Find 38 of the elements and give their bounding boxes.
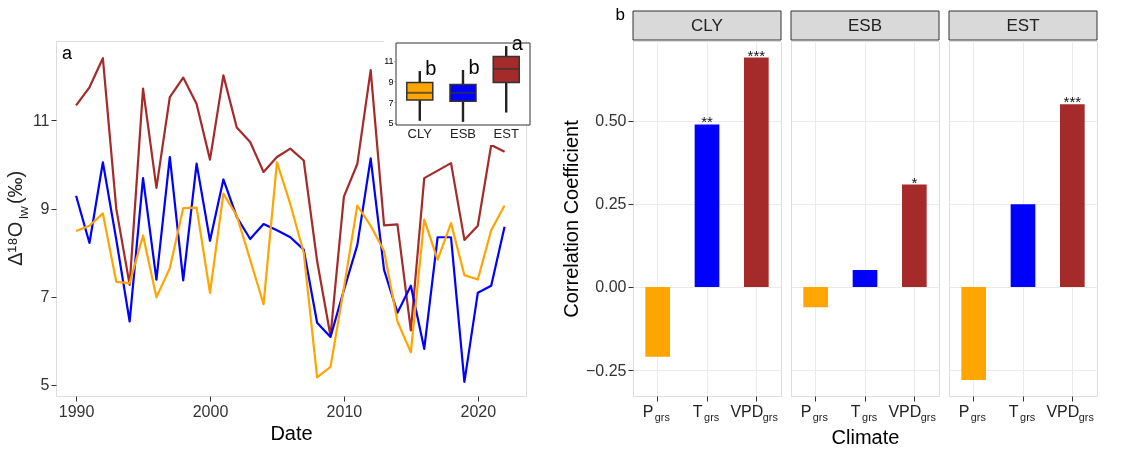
- data-label: *: [911, 173, 918, 191]
- chart-title: EST: [1006, 16, 1040, 35]
- y-axis-title: Δ¹⁸Olw(‰): [4, 170, 31, 266]
- text: b: [615, 5, 625, 24]
- x-tick-label: CLY: [407, 125, 433, 141]
- bar: [694, 124, 720, 287]
- annotation: a: [511, 32, 524, 55]
- x-tick-label: 1990: [58, 402, 95, 420]
- x-axis-title: Date: [270, 421, 313, 444]
- y-tick-label: 7: [388, 97, 394, 108]
- x-axis-title: Climate: [831, 426, 900, 448]
- x-tick-label: ESB: [449, 125, 477, 141]
- y-tick-label: 11: [384, 56, 394, 67]
- y-tick-label: 7: [40, 288, 50, 306]
- y-axis-title: Correlation Coefficient: [560, 119, 583, 318]
- chart-title: ESB: [847, 16, 883, 35]
- y-tick-label: 0.50: [595, 112, 627, 130]
- y-tick-label: 11: [32, 111, 50, 129]
- data-label: ***: [1063, 93, 1082, 111]
- bar: [744, 57, 769, 287]
- annotation: b: [468, 55, 480, 78]
- annotation: b: [425, 57, 437, 80]
- y-tick-label: 9: [40, 200, 50, 218]
- y-tick-label: 5: [388, 118, 394, 129]
- y-tick-label: −0.25: [586, 361, 627, 379]
- x-tick-label: 2000: [192, 402, 229, 420]
- bar: [645, 286, 670, 357]
- chart-title: CLY: [691, 16, 723, 35]
- data-label: ***: [747, 46, 766, 64]
- data-label: **: [701, 113, 713, 131]
- y-tick-label: 0.25: [595, 195, 627, 213]
- x-tick-label: EST: [493, 125, 519, 141]
- annotation: a: [62, 43, 73, 63]
- y-tick-label: 0.00: [595, 278, 627, 296]
- x-tick-label: 2020: [460, 402, 497, 420]
- x-tick-label: 2010: [326, 402, 363, 420]
- y-tick-label: 5: [40, 376, 50, 394]
- y-tick-label: 9: [388, 76, 394, 87]
